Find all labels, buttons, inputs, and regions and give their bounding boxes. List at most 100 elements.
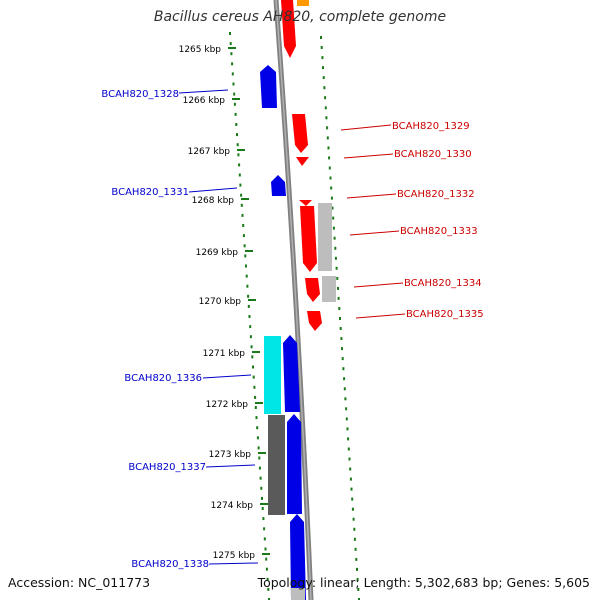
guide-dot-left xyxy=(260,486,263,490)
guide-dot-right xyxy=(352,517,355,521)
backbone-line-highlight xyxy=(275,0,312,601)
gene-label[interactable]: BCAH820_1330 xyxy=(394,149,472,160)
gene-label[interactable]: BCAH820_1338 xyxy=(131,559,209,570)
gene-label[interactable]: BCAH820_1336 xyxy=(124,373,202,384)
guide-dot-right xyxy=(339,317,341,320)
guide-dot-left xyxy=(250,345,253,349)
guide-dot-right xyxy=(349,477,352,481)
accession-text: Accession: NC_011773 xyxy=(8,575,151,590)
gene-blue-1[interactable] xyxy=(283,335,300,412)
gene-label[interactable]: BCAH820_1331 xyxy=(111,187,189,198)
tick-1266: 1266 kbp xyxy=(183,96,240,106)
gene-gray-bottom[interactable] xyxy=(291,588,305,600)
guide-dot-left xyxy=(236,133,238,137)
guide-dot-right xyxy=(355,557,358,561)
gene-gray-light-2[interactable] xyxy=(322,276,336,302)
leader-line xyxy=(188,187,238,193)
gene-bcah820-1330[interactable] xyxy=(296,157,309,166)
guide-dot-left xyxy=(255,416,258,420)
gene-label[interactable]: BCAH820_1334 xyxy=(404,278,482,289)
gene-label[interactable]: BCAH820_1329 xyxy=(392,121,470,132)
guide-dot-right xyxy=(341,347,343,351)
tick-1267: 1267 kbp xyxy=(188,147,245,157)
label-bcah820-1333: BCAH820_1333 xyxy=(349,226,478,237)
guide-dot-right xyxy=(332,216,335,220)
guide-dot-right xyxy=(336,276,339,280)
label-bcah820-1330: BCAH820_1330 xyxy=(343,149,472,160)
guide-dot-right xyxy=(323,86,326,90)
gene-label[interactable]: BCAH820_1333 xyxy=(400,226,478,237)
leader-line xyxy=(205,464,256,468)
gene-bcah820-1329[interactable] xyxy=(292,114,308,153)
guide-dot-right xyxy=(328,166,331,170)
guide-dot-right xyxy=(350,487,353,491)
guide-dot-right xyxy=(333,236,336,240)
gene-label[interactable]: BCAH820_1332 xyxy=(397,189,475,200)
tick-label: 1265 kbp xyxy=(179,45,222,55)
guide-dot-right xyxy=(343,387,346,391)
gene-bcah820-1332[interactable] xyxy=(299,200,312,206)
guide-dot-right xyxy=(330,186,333,190)
tick-1271: 1271 kbp xyxy=(203,349,260,359)
guide-dot-left xyxy=(266,577,269,581)
gene-top-red[interactable] xyxy=(281,0,296,58)
guide-dot-right xyxy=(329,176,332,180)
gene-bcah820-1335[interactable] xyxy=(307,311,322,331)
gene-bcah820-1328[interactable] xyxy=(260,65,277,108)
guide-dot-left xyxy=(240,203,243,207)
guide-dot-left xyxy=(246,284,249,288)
guide-dot-left xyxy=(256,426,259,430)
tick-label: 1271 kbp xyxy=(203,349,246,359)
guide-dot-right xyxy=(337,296,340,300)
guide-dot-right xyxy=(356,567,358,571)
guide-dot-left xyxy=(239,183,242,187)
guide-dot-right xyxy=(351,497,354,501)
guide-dot-right xyxy=(321,56,324,60)
guide-dot-left xyxy=(240,193,243,197)
guide-dot-right xyxy=(326,136,329,140)
guide-dot-left xyxy=(263,527,266,531)
guide-dot-left xyxy=(234,112,237,116)
gene-bcah820-1337[interactable] xyxy=(268,415,285,515)
gene-bcah820-1338[interactable] xyxy=(290,514,306,600)
guide-dot-left xyxy=(231,62,234,66)
gene-label[interactable]: BCAH820_1328 xyxy=(101,89,179,100)
gene-label[interactable]: BCAH820_1335 xyxy=(406,309,484,320)
guide-dot-left xyxy=(254,395,257,399)
gene-bcah820-1331[interactable] xyxy=(271,175,286,196)
guide-dot-left xyxy=(249,335,252,339)
guide-dot-left xyxy=(233,92,236,96)
gene-label[interactable]: BCAH820_1337 xyxy=(128,462,206,473)
guide-dot-left xyxy=(229,42,232,46)
guide-dot-left xyxy=(233,102,236,106)
guide-dot-left xyxy=(267,587,270,591)
guide-dot-left xyxy=(256,436,259,440)
guide-dot-right xyxy=(328,156,331,160)
guide-dot-right xyxy=(344,397,347,401)
leader-line xyxy=(208,562,259,565)
gene-gray-light-1[interactable] xyxy=(318,203,332,271)
map-title: Bacillus cereus AH820, complete genome xyxy=(153,9,447,25)
guide-dot-right xyxy=(353,527,356,531)
guide-dot-right xyxy=(334,246,337,250)
gene-blue-2[interactable] xyxy=(287,414,302,514)
guide-dot-right xyxy=(338,307,341,310)
guide-dot-left xyxy=(258,466,261,470)
guide-dot-right xyxy=(347,437,350,441)
leader-line xyxy=(346,193,397,199)
leader-line xyxy=(178,89,229,94)
guide-dot-right xyxy=(335,266,338,270)
guide-dot-right xyxy=(331,206,334,210)
guide-dot-right xyxy=(320,46,323,49)
label-bcah820-1337: BCAH820_1337 xyxy=(128,462,256,473)
gene-features xyxy=(260,0,336,600)
label-bcah820-1329: BCAH820_1329 xyxy=(340,121,470,132)
guide-dot-right xyxy=(353,537,356,541)
gene-bcah820-1336[interactable] xyxy=(264,336,281,414)
guide-dot-right xyxy=(357,588,360,591)
guide-dot-left xyxy=(232,82,235,86)
gene-top-orange[interactable] xyxy=(297,0,309,6)
gene-bcah820-1333[interactable] xyxy=(300,206,317,272)
gene-bcah820-1334[interactable] xyxy=(305,278,320,302)
